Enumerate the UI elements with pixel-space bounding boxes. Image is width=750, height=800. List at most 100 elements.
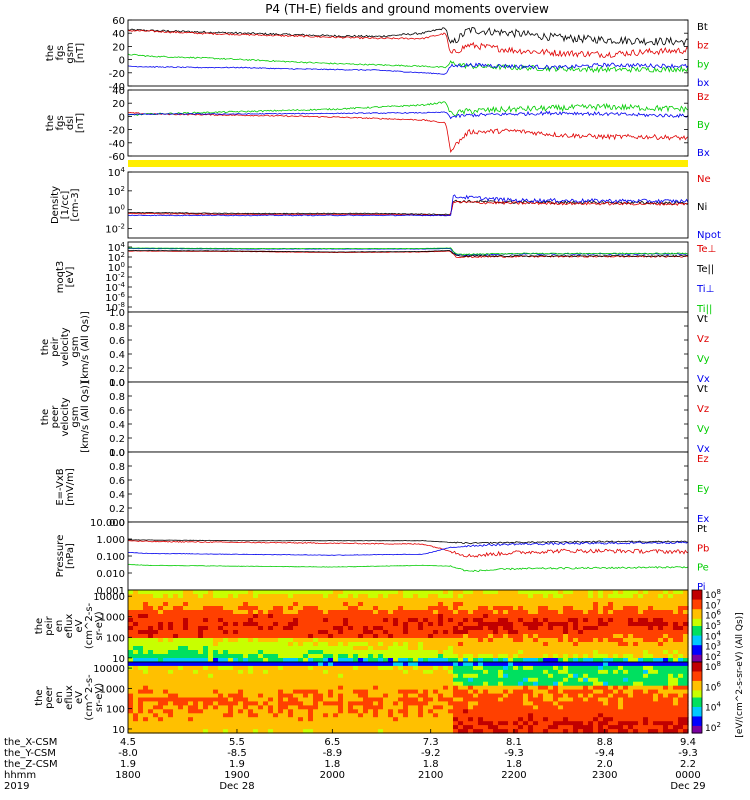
spectrogram-cell <box>253 709 259 714</box>
spectrogram-cell <box>408 598 414 603</box>
spectrogram-cell <box>413 654 419 659</box>
spectrogram-cell <box>613 673 619 679</box>
spectrogram-cell <box>138 705 144 710</box>
spectrogram-cell <box>673 630 679 635</box>
spectrogram-cell <box>508 658 514 663</box>
colorbar-step <box>692 695 702 699</box>
spectrogram-cell <box>168 677 174 683</box>
spectrogram-cell <box>218 665 224 671</box>
spectrogram-cell <box>488 650 494 655</box>
spectrogram-cell <box>343 685 349 691</box>
spectrogram-cell <box>303 729 309 734</box>
spectrogram-cell <box>168 630 174 635</box>
spectrogram-cell <box>608 725 614 730</box>
spectrogram-cell <box>583 654 589 659</box>
spectrogram-cell <box>238 594 244 599</box>
spectrogram-cell <box>268 697 274 702</box>
spectrogram-cell <box>298 618 304 623</box>
spectrogram-cell <box>233 665 239 671</box>
spectrogram-cell <box>238 725 244 730</box>
spectrogram-cell <box>173 673 179 679</box>
spectrogram-cell <box>208 729 214 734</box>
spectrogram-cell <box>188 665 194 671</box>
spectrogram-cell <box>673 701 679 706</box>
spectrogram-cell <box>578 646 584 651</box>
spectrogram-cell <box>258 673 264 679</box>
spectrogram-cell <box>633 650 639 655</box>
spectrogram-cell <box>503 614 509 619</box>
spectrogram-cell <box>198 638 204 643</box>
spectrogram-cell <box>373 598 379 603</box>
spectrogram-cell <box>448 681 454 687</box>
spectrogram-cell <box>213 693 219 699</box>
spectrogram-cell <box>473 626 479 631</box>
spectrogram-cell <box>358 622 364 627</box>
spectrogram-cell <box>338 673 344 679</box>
spectrogram-cell <box>328 725 334 730</box>
colorbar-step <box>692 606 702 610</box>
spectrogram-cell <box>568 669 574 675</box>
spectrogram-cell <box>273 618 279 623</box>
spectrogram-cell <box>353 665 359 671</box>
spectrogram-cell <box>458 614 464 619</box>
spectrogram-cell <box>473 594 479 599</box>
spectrogram-cell <box>383 709 389 714</box>
spectrogram-cell <box>213 725 219 730</box>
spectrogram-cell <box>613 614 619 619</box>
spectrogram-cell <box>418 646 424 651</box>
spectrogram-cell <box>513 594 519 599</box>
spectrogram-cell <box>158 693 164 699</box>
spectrogram-cell <box>273 693 279 699</box>
spectrogram-cell <box>648 689 654 695</box>
spectrogram-cell <box>328 721 334 726</box>
spectrogram-cell <box>258 606 264 611</box>
spectrogram-cell <box>233 634 239 639</box>
spectrogram-cell <box>243 665 249 671</box>
spectrogram-cell <box>558 721 564 726</box>
spectrogram-cell <box>423 622 429 627</box>
spectrogram-cell <box>563 721 569 726</box>
spectrogram-cell <box>288 662 294 667</box>
spectrogram-cell <box>573 693 579 699</box>
spectrogram-cell <box>208 602 214 607</box>
spectrogram-cell <box>668 669 674 675</box>
spectrogram-cell <box>438 709 444 714</box>
spectrogram-cell <box>268 646 274 651</box>
spectrogram-cell <box>388 642 394 647</box>
spectrogram-cell <box>643 618 649 623</box>
spectrogram-cell <box>678 654 684 659</box>
spectrogram-cell <box>313 685 319 691</box>
spectrogram-cell <box>288 594 294 599</box>
spectrogram-cell <box>143 606 149 611</box>
colorbar-step <box>692 599 702 603</box>
spectrogram-cell <box>158 681 164 687</box>
spectrogram-cell <box>243 590 249 595</box>
spectrogram-cell <box>518 693 524 699</box>
spectrogram-cell <box>553 697 559 702</box>
spectrogram-cell <box>558 662 564 667</box>
spectrogram-cell <box>638 713 644 718</box>
spectrogram-cell <box>458 681 464 687</box>
spectrogram-cell <box>318 721 324 726</box>
spectrogram-cell <box>278 654 284 659</box>
spectrogram-cell <box>588 630 594 635</box>
spectrogram-cell <box>468 709 474 714</box>
spectrogram-cell <box>298 697 304 702</box>
spectrogram-cell <box>488 646 494 651</box>
spectrogram-cell <box>478 646 484 651</box>
spectrogram-cell <box>208 685 214 691</box>
spectrogram-cell <box>673 626 679 631</box>
spectrogram-cell <box>323 681 329 687</box>
spectrogram-cell <box>518 630 524 635</box>
spectrogram-cell <box>658 697 664 702</box>
spectrogram-cell <box>428 693 434 699</box>
spectrogram-cell <box>183 685 189 691</box>
spectrogram-cell <box>368 669 374 675</box>
spectrogram-cell <box>553 681 559 687</box>
spectrogram-cell <box>293 709 299 714</box>
spectrogram-cell <box>318 630 324 635</box>
spectrogram-cell <box>308 669 314 675</box>
spectrogram-cell <box>438 673 444 679</box>
spectrogram-cell <box>463 673 469 679</box>
spectrogram-cell <box>398 709 404 714</box>
